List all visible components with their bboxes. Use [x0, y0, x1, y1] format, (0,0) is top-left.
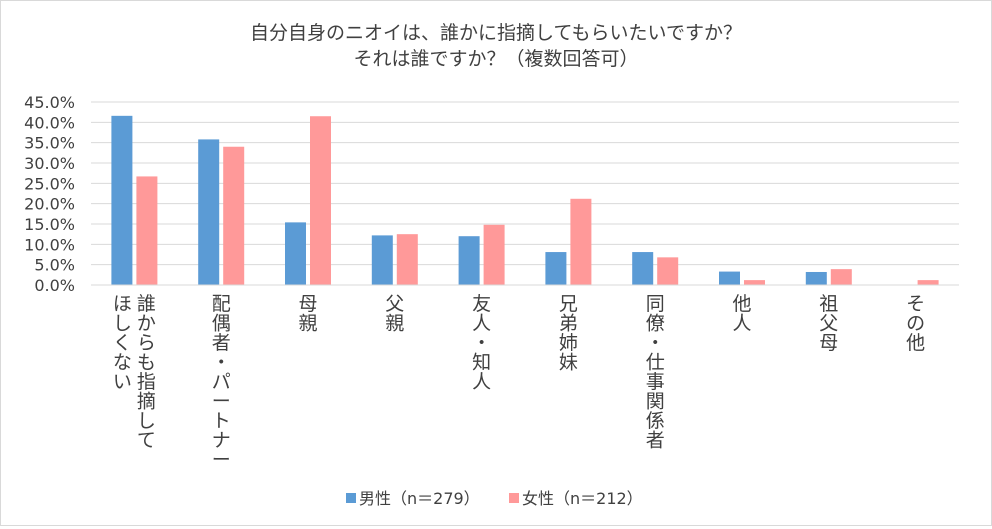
bar-male-5 [545, 252, 567, 285]
bar-female-9 [917, 280, 939, 285]
category-label-char: 他 [906, 332, 925, 354]
bar-female-4 [483, 224, 505, 285]
category-label-char: い [113, 371, 132, 393]
category-label-char: 関 [646, 391, 665, 413]
category-label-char: 父 [819, 313, 838, 335]
bar-male-7 [719, 271, 740, 285]
category-label-char: 誰 [137, 293, 156, 315]
category-label-char: 僚 [646, 313, 665, 335]
chart-title-line-1: 自分自身のニオイは、誰かに指摘してもらいたいですか？ [250, 22, 742, 44]
category-label-char: 妹 [559, 352, 578, 374]
category-label-char: も [137, 352, 156, 374]
category-label-char: 同 [646, 293, 665, 315]
category-label-char: 母 [298, 293, 317, 315]
y-tick-label: 35.0% [24, 134, 75, 153]
legend: 男性（n＝279） 女性（n＝212） [346, 489, 643, 508]
y-tick-label: 20.0% [24, 195, 75, 214]
chart-title-line-2: それは誰ですか？（複数回答可） [353, 48, 638, 70]
bar-female-3 [396, 234, 418, 285]
category-label-char: 者 [646, 430, 665, 452]
category-label-char: 人 [732, 313, 751, 335]
category-label-char: 仕 [646, 352, 665, 374]
bar-female-7 [744, 280, 765, 285]
category-label-char: 偶 [212, 313, 231, 335]
category-label-char: 指 [137, 371, 156, 393]
category-label-char: 姉 [559, 332, 578, 354]
category-label-char: ナ [212, 430, 231, 452]
category-label-char: 事 [646, 371, 665, 393]
x-axis: 誰からも指摘してほしくない配偶者・パートナー母親父親友人・知人兄弟姉妹同僚・仕事… [91, 284, 959, 471]
category-label-char: く [113, 332, 132, 354]
category-label-char: 兄 [559, 293, 578, 315]
category-label-char: ・ [212, 352, 231, 374]
y-axis: 0.0%5.0% 10.0%15.0%20.0% 25.0%30.0%35.0% 40… [24, 93, 75, 295]
category-label-char: 親 [385, 313, 404, 335]
category-label-char: そ [906, 293, 925, 315]
y-tick-label: 15.0% [24, 215, 75, 234]
category-label-char: 他 [732, 293, 751, 315]
bar-male-0 [111, 115, 133, 286]
bar-female-0 [136, 176, 158, 285]
y-tick-label: 25.0% [24, 174, 75, 193]
category-label-char: 友 [472, 293, 491, 315]
legend-swatch [346, 493, 356, 503]
category-label-char: な [113, 352, 132, 374]
category-label-char: 者 [212, 332, 231, 354]
category-label-char: ら [137, 332, 156, 354]
category-label-char: 親 [298, 313, 317, 335]
category-label-char: ト [212, 410, 231, 432]
category-label-char: 弟 [559, 313, 578, 335]
bar-male-3 [371, 235, 393, 285]
bar-male-6 [632, 252, 654, 285]
bar-female-1 [223, 146, 245, 285]
category-label-char: パ [212, 371, 231, 393]
category-label-char: ー [212, 449, 231, 471]
y-tick-label: 5.0% [34, 256, 75, 275]
category-label-char: 母 [819, 332, 838, 354]
bar-female-2 [310, 116, 331, 285]
y-tick-label: 40.0% [24, 113, 75, 132]
y-tick-label: 30.0% [24, 154, 75, 173]
chart-title: 自分自身のニオイは、誰かに指摘してもらいたいですか？ それは誰ですか？（複数回答… [250, 22, 742, 70]
legend-label: 男性（n＝279） [359, 489, 480, 508]
category-label-char: 知 [472, 352, 491, 374]
bar-male-1 [198, 139, 220, 285]
gridlines [91, 101, 959, 286]
category-label-char: ほ [113, 293, 132, 315]
category-label-char: の [906, 313, 925, 335]
category-label-char: か [137, 313, 156, 335]
bar-female-8 [830, 269, 852, 285]
category-label-char: し [113, 313, 132, 335]
y-tick-label: 0.0% [34, 276, 75, 295]
category-label-char: て [137, 430, 156, 452]
category-label-char: 人 [472, 371, 491, 393]
category-label-char: し [137, 410, 156, 432]
category-label-char: 父 [385, 293, 404, 315]
category-label-char: 祖 [819, 293, 838, 315]
y-tick-label: 45.0% [24, 93, 75, 112]
category-label-char: 人 [472, 313, 491, 335]
bar-male-2 [285, 222, 306, 285]
bars [111, 115, 939, 286]
bar-female-6 [657, 257, 679, 285]
legend-label: 女性（n＝212） [522, 489, 643, 508]
bar-male-4 [458, 236, 480, 285]
category-label-char: ・ [646, 332, 665, 354]
category-label-char: 係 [646, 410, 665, 432]
category-label-char: ・ [472, 332, 491, 354]
legend-swatch [509, 493, 519, 503]
y-tick-label: 10.0% [24, 235, 75, 254]
bar-female-5 [570, 198, 592, 285]
category-label-char: ー [212, 391, 231, 413]
bar-male-8 [805, 271, 827, 285]
category-label-char: 配 [212, 293, 231, 315]
category-label-char: 摘 [137, 391, 156, 413]
